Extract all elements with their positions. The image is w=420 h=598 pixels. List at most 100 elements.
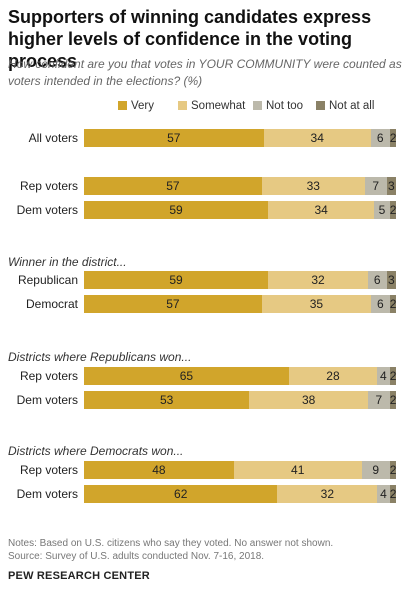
data-label-somewhat: 34 xyxy=(314,203,328,217)
row-label: All voters xyxy=(28,131,78,145)
data-label-somewhat: 32 xyxy=(311,273,325,287)
bar-segment-not-too xyxy=(367,391,390,409)
data-label-very: 57 xyxy=(167,131,181,145)
bar-segment-not-at-all xyxy=(386,271,396,289)
data-label-very: 48 xyxy=(152,463,166,477)
organization-name: PEW RESEARCH CENTER xyxy=(8,570,150,582)
legend-item-somewhat: Somewhat xyxy=(178,100,245,112)
row-label: Rep voters xyxy=(19,369,78,383)
data-label-not-too: 6 xyxy=(373,273,381,287)
bar-segment-not-too xyxy=(374,201,390,219)
chart-source: Source: Survey of U.S. adults conducted … xyxy=(8,551,265,562)
data-label-not-too: 4 xyxy=(380,487,387,501)
legend-label-somewhat: Somewhat xyxy=(191,100,246,112)
bar-segment-somewhat xyxy=(288,367,378,385)
bar-segment-somewhat xyxy=(268,201,375,219)
bar-segment-not-at-all xyxy=(389,295,396,313)
bar-segment-very xyxy=(84,461,234,479)
legend-label-not-too: Not too xyxy=(266,100,304,112)
data-label-very: 57 xyxy=(166,179,180,193)
data-label-very: 53 xyxy=(160,393,174,407)
data-label-not-too: 7 xyxy=(372,179,380,193)
chart-subtitle: How confident are you that votes in YOUR… xyxy=(8,57,402,88)
data-label-somewhat: 34 xyxy=(310,131,324,145)
row-label: Rep voters xyxy=(19,179,78,193)
data-label-not-too: 4 xyxy=(380,369,387,383)
row-label: Dem voters xyxy=(16,203,78,217)
data-label-not-at-all: 2 xyxy=(389,487,397,501)
data-label-not-at-all: 2 xyxy=(389,463,397,477)
bar-segment-very xyxy=(84,129,264,147)
bar-segment-not-too xyxy=(371,295,390,313)
data-label-not-at-all: 2 xyxy=(389,297,397,311)
chart-notes: Notes: Based on U.S. citizens who say th… xyxy=(8,538,334,549)
data-label-very: 59 xyxy=(169,203,183,217)
group-title: Districts where Democrats won... xyxy=(8,444,184,458)
bar-segment-not-too xyxy=(364,177,387,195)
data-label-not-at-all: 3 xyxy=(387,179,395,193)
bar-segment-not-at-all xyxy=(389,461,396,479)
bar-segment-very xyxy=(84,271,269,289)
data-label-not-at-all: 3 xyxy=(387,273,395,287)
legend-swatch-not-at-all xyxy=(316,101,325,110)
row-label: Dem voters xyxy=(16,487,78,501)
bar-segment-somewhat xyxy=(233,461,362,479)
data-label-very: 57 xyxy=(166,297,180,311)
bar-segment-somewhat xyxy=(263,129,371,147)
group-title: Districts where Republicans won... xyxy=(8,350,192,364)
stacked-bar: 62 32 4 2 xyxy=(84,485,396,503)
data-label-not-at-all: 2 xyxy=(389,203,397,217)
legend-item-not-at-all: Not at all xyxy=(316,100,374,112)
bar-segment-not-too xyxy=(377,367,390,385)
legend-swatch-very xyxy=(118,101,127,110)
bar-segment-very xyxy=(84,391,250,409)
bar-segment-somewhat xyxy=(268,271,368,289)
stacked-bar: 59 34 5 2 xyxy=(84,201,396,219)
group-title: Winner in the district... xyxy=(8,255,127,269)
legend-item-not-too: Not too xyxy=(253,100,303,112)
bar-segment-very xyxy=(84,295,262,313)
row-label: Republican xyxy=(17,273,78,287)
stacked-bar: 57 33 7 3 xyxy=(84,177,396,195)
row-label: Democrat xyxy=(25,297,78,311)
bar-segment-not-too xyxy=(377,485,390,503)
data-label-not-too: 7 xyxy=(375,393,383,407)
bar-segment-somewhat xyxy=(261,295,372,313)
data-label-somewhat: 35 xyxy=(309,297,324,311)
bar-segment-very xyxy=(84,367,289,385)
bar-segment-somewhat xyxy=(277,485,378,503)
data-label-very: 65 xyxy=(179,369,194,383)
data-label-somewhat: 28 xyxy=(326,369,340,383)
data-label-not-too: 6 xyxy=(377,297,384,311)
bar-segment-not-at-all xyxy=(389,201,396,219)
bar-segment-not-at-all xyxy=(386,177,396,195)
chart-legend: Very Somewhat Not too Not at all xyxy=(0,100,420,116)
bar-segment-very xyxy=(84,177,262,195)
bar-segment-very xyxy=(84,201,269,219)
stacked-bar: 48 41 9 2 xyxy=(84,461,396,479)
bar-segment-somewhat xyxy=(249,391,368,409)
legend-item-very: Very xyxy=(118,100,154,112)
data-label-not-too: 6 xyxy=(376,131,384,145)
stacked-bar: 65 28 4 2 xyxy=(84,367,396,385)
data-label-not-at-all: 2 xyxy=(389,393,397,407)
bar-segment-somewhat xyxy=(261,177,365,195)
legend-label-very: Very xyxy=(131,100,155,112)
bar-segment-not-too xyxy=(361,461,390,479)
legend-swatch-somewhat xyxy=(178,101,187,110)
bar-segment-not-at-all xyxy=(389,391,396,409)
bar-segment-not-too xyxy=(367,271,387,289)
data-label-not-too: 9 xyxy=(372,463,380,477)
chart-title: Supporters of winning candidates express… xyxy=(8,7,372,71)
data-label-somewhat: 41 xyxy=(291,463,305,477)
legend-swatch-not-too xyxy=(253,101,262,110)
bar-segment-not-at-all xyxy=(389,485,396,503)
bar-segment-very xyxy=(84,485,278,503)
data-label-somewhat: 32 xyxy=(320,487,335,501)
data-label-not-at-all: 2 xyxy=(389,369,397,383)
stacked-bar: 59 32 6 3 xyxy=(84,271,396,289)
bar-segment-not-at-all xyxy=(389,129,396,147)
stacked-bar: 57 34 6 2 xyxy=(84,129,396,147)
row-label: Rep voters xyxy=(19,463,78,477)
data-label-somewhat: 33 xyxy=(306,179,320,193)
